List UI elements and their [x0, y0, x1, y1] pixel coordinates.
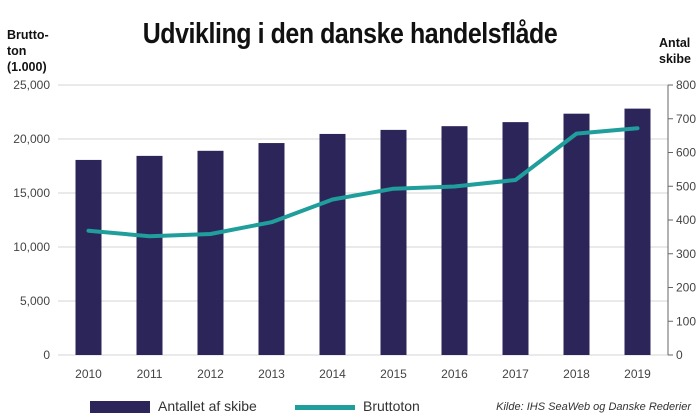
legend-label-bars: Antallet af skibe	[158, 398, 257, 414]
bar	[197, 150, 224, 355]
bar	[258, 143, 285, 355]
left-axis-title-line: ton	[7, 44, 27, 58]
left-axis-tick-label: 10,000	[13, 240, 50, 254]
left-axis-title: Brutto- ton (1.000)	[7, 27, 55, 75]
right-axis-tick-label: 400	[676, 213, 696, 227]
x-axis-tick-label: 2017	[502, 367, 529, 381]
left-axis-tick-label: 0	[43, 348, 50, 362]
bruttoton-line-path	[86, 126, 640, 239]
x-axis-tick-label: 2010	[75, 367, 102, 381]
axes: 0 5,000 10,000 15,000 20,000 25,000 0 100 200 300…	[13, 78, 696, 381]
right-axis-tick-label: 700	[676, 112, 696, 126]
bar	[441, 126, 468, 355]
legend-label-line: Bruttoton	[363, 398, 420, 414]
right-axis-title: Antal skibe	[659, 35, 691, 67]
left-axis-title-line: (1.000)	[7, 60, 47, 74]
x-axis-tick-label: 2012	[197, 367, 224, 381]
legend-item-bars: Antallet af skibe	[90, 398, 257, 414]
right-axis-tick-label: 100	[676, 314, 696, 328]
bar	[380, 129, 407, 355]
x-axis-tick-label: 2015	[380, 367, 407, 381]
bruttoton-line	[86, 126, 640, 239]
bars	[75, 108, 651, 355]
bar	[136, 155, 163, 355]
x-axis-tick-label: 2014	[319, 367, 346, 381]
bar	[563, 113, 590, 355]
right-axis-tick-label: 200	[676, 281, 696, 295]
left-axis-tick-label: 25,000	[13, 78, 50, 92]
right-axis-tick-label: 300	[676, 247, 696, 261]
right-axis-tick-label: 800	[676, 78, 696, 92]
bar	[319, 133, 346, 355]
bar	[502, 122, 529, 355]
legend-swatch-bars	[90, 401, 150, 414]
right-axis-tick-label: 600	[676, 146, 696, 160]
left-axis-tick-label: 20,000	[13, 132, 50, 146]
x-axis-tick-label: 2016	[441, 367, 468, 381]
x-axis-tick-label: 2018	[563, 367, 590, 381]
bar	[75, 159, 102, 355]
legend-swatch-line	[295, 404, 355, 410]
source-note: Kilde: IHS SeaWeb og Danske Rederier	[496, 401, 691, 413]
x-axis-tick-label: 2011	[137, 367, 163, 381]
legend-item-line: Bruttoton	[295, 398, 420, 414]
left-axis-tick-label: 15,000	[13, 186, 50, 200]
x-axis-tick-label: 2013	[258, 367, 285, 381]
left-axis-title-line: Brutto-	[7, 28, 49, 42]
chart-title: Udvikling i den danske handelsflåde	[142, 18, 558, 50]
left-axis-tick-label: 5,000	[20, 294, 50, 308]
right-axis-tick-label: 0	[676, 348, 683, 362]
x-axis-tick-label: 2019	[624, 367, 651, 381]
right-axis-title-line: skibe	[659, 52, 691, 66]
right-axis-tick-label: 500	[676, 179, 696, 193]
bar	[624, 108, 651, 355]
right-axis-title-line: Antal	[659, 36, 691, 50]
